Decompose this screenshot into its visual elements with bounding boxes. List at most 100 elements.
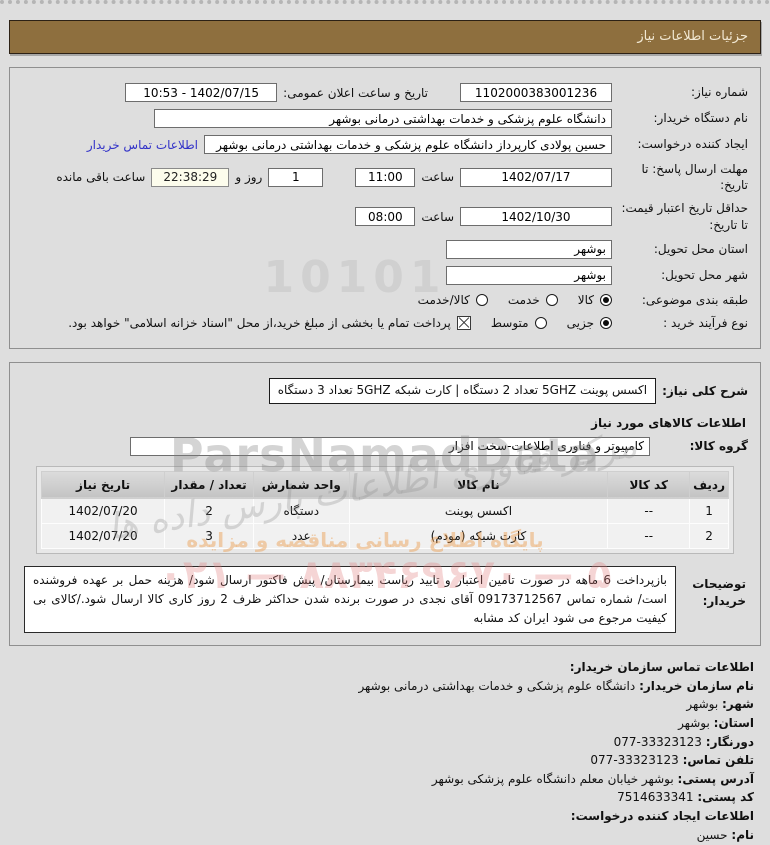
- required-items-heading: اطلاعات کالاهای مورد نیاز: [591, 415, 746, 430]
- cell-goods-code: --: [607, 522, 691, 549]
- contact-line: کد پستی: 7514633341: [16, 788, 754, 807]
- contact-value: 7514633341: [617, 790, 694, 805]
- process-partial-label: جزیی: [566, 316, 594, 331]
- items-table-header-row: ردیف کد کالا نام کالا واحد شمارش تعداد /…: [40, 470, 729, 499]
- general-description-label: شرح کلی نیاز:: [662, 383, 748, 398]
- contact-line: دورنگار: 33323123-077: [16, 733, 754, 752]
- table-row: 1 -- اکسس پوینت دستگاه 2 1402/07/20: [40, 497, 729, 524]
- table-row: 2 -- کارت شبکه (مودم) عدد 3 1402/07/20: [40, 522, 729, 549]
- announce-label: تاریخ و ساعت اعلان عمومی:: [283, 85, 428, 100]
- cell-goods-name: اکسس پوینت: [348, 497, 609, 524]
- contact-label: شهر:: [722, 697, 754, 712]
- need-number-label: شماره نیاز:: [691, 85, 748, 100]
- process-partial-radio[interactable]: [600, 317, 612, 330]
- contact-label: تلفن تماس:: [682, 753, 754, 768]
- goods-group-row: گروه کالا:: [22, 436, 748, 456]
- remaining-time-counter: 22:38:29: [151, 167, 230, 187]
- cell-goods-name: کارت شبکه (مودم): [348, 522, 609, 549]
- cell-count-unit: دستگاه: [252, 497, 350, 524]
- contact-line: نام: حسین: [16, 826, 754, 845]
- deadline-date-input[interactable]: [460, 167, 612, 187]
- request-info-panel: شماره نیاز: تاریخ و ساعت اعلان عمومی: نا…: [9, 67, 761, 350]
- delivery-city-row: شهر محل تحویل:: [22, 265, 748, 285]
- delivery-province-row: استان محل تحویل:: [22, 239, 748, 259]
- delivery-province-input[interactable]: [446, 239, 612, 259]
- delivery-province-label: استان محل تحویل:: [653, 242, 748, 257]
- buyer-org-input[interactable]: [154, 109, 612, 128]
- price-validity-hour-input[interactable]: [355, 207, 416, 227]
- process-medium-label: متوسط: [490, 316, 529, 331]
- price-validity-date-input[interactable]: [460, 207, 612, 227]
- delivery-city-input[interactable]: [446, 265, 612, 285]
- classification-goods-radio[interactable]: [600, 293, 612, 306]
- purchase-process-label: نوع فرآیند خرید :: [663, 315, 748, 330]
- contact-value: 33323123-077: [590, 753, 679, 768]
- response-deadline-row: مهلت ارسال پاسخ: تا تاریخ: ساعت روز و 22…: [22, 161, 748, 193]
- items-table: ردیف کد کالا نام کالا واحد شمارش تعداد /…: [40, 470, 729, 549]
- contact-label: آدرس پستی:: [677, 771, 754, 786]
- page-title: جزئیات اطلاعات نیاز: [9, 20, 761, 54]
- remaining-days-label: روز و: [235, 170, 263, 185]
- col-row-number: ردیف: [689, 470, 729, 499]
- buyer-contact-link[interactable]: اطلاعات تماس خریدار: [86, 137, 198, 152]
- classification-service-radio[interactable]: [545, 293, 558, 306]
- goods-group-input[interactable]: [130, 436, 650, 456]
- contact-line: استان: بوشهر: [16, 714, 754, 733]
- process-medium-radio[interactable]: [534, 317, 547, 330]
- contact-label: نام:: [731, 827, 754, 842]
- cell-quantity: 2: [164, 497, 254, 524]
- goods-group-label: گروه کالا:: [689, 439, 748, 454]
- col-quantity: تعداد / مقدار: [164, 470, 254, 499]
- contact-label: دورنگار:: [705, 734, 754, 749]
- contact-label: کد پستی:: [697, 790, 754, 805]
- cell-goods-code: --: [607, 497, 691, 524]
- cell-row-number: 2: [689, 522, 729, 549]
- announce-datetime-input[interactable]: [125, 83, 278, 102]
- purchase-process-row: نوع فرآیند خرید : جزیی متوسط پرداخت تمام…: [22, 315, 748, 331]
- general-description-value: اکسس پوینت 5GHZ تعداد 2 دستگاه | کارت شب…: [268, 378, 657, 404]
- request-creator-row: ایجاد کننده درخواست: اطلاعات تماس خریدار: [22, 135, 748, 154]
- price-validity-label: حداقل تاریخ اعتبار قیمت: تا تاریخ:: [621, 201, 748, 232]
- classification-goods-label: کالا: [577, 292, 594, 307]
- need-number-row: شماره نیاز: تاریخ و ساعت اعلان عمومی:: [22, 83, 748, 102]
- classification-goods-service-label: کالا/خدمت: [417, 292, 470, 307]
- creator-contact-heading: اطلاعات ایجاد کننده درخواست:: [570, 809, 754, 824]
- contact-value: 33323123-077: [613, 734, 702, 749]
- org-contact-heading: اطلاعات تماس سازمان خریدار:: [569, 660, 754, 675]
- buyer-notes-row: توضیحات خریدار: بازپرداخت 6 ماهه در صورت…: [24, 565, 746, 634]
- treasury-payment-checkbox[interactable]: [456, 316, 471, 331]
- need-number-input[interactable]: [460, 83, 612, 102]
- subject-classification-row: طبقه بندی موضوعی: کالا خدمت کالا/خدمت: [22, 292, 748, 308]
- contact-value: دانشگاه علوم پزشکی و خدمات بهداشتی درمان…: [358, 678, 636, 693]
- cell-need-date: 1402/07/20: [40, 522, 166, 549]
- col-count-unit: واحد شمارش: [252, 470, 350, 499]
- contact-line: نام سازمان خریدار: دانشگاه علوم پزشکی و …: [16, 677, 754, 696]
- cell-row-number: 1: [689, 497, 729, 524]
- contact-label: استان:: [713, 716, 754, 731]
- contact-line: تلفن تماس: 33323123-077: [16, 751, 754, 770]
- buyer-notes-label: توضیحات خریدار:: [692, 576, 746, 608]
- request-creator-input[interactable]: [204, 135, 612, 154]
- need-items-panel: شرح کلی نیاز: اکسس پوینت 5GHZ تعداد 2 دس…: [9, 362, 761, 647]
- buyer-org-label: نام دستگاه خریدار:: [653, 111, 749, 126]
- contact-value: حسین: [696, 827, 728, 842]
- buyer-org-row: نام دستگاه خریدار:: [22, 109, 748, 128]
- deadline-hour-input[interactable]: [355, 167, 416, 187]
- classification-goods-service-radio[interactable]: [475, 293, 488, 306]
- delivery-city-label: شهر محل تحویل:: [661, 268, 748, 283]
- contact-value: بوشهر: [686, 697, 719, 712]
- contact-label: نام سازمان خریدار:: [639, 678, 754, 693]
- price-validity-row: حداقل تاریخ اعتبار قیمت: تا تاریخ: ساعت: [22, 200, 748, 232]
- col-goods-code: کد کالا: [607, 470, 691, 499]
- cell-quantity: 3: [164, 522, 254, 549]
- remaining-days-input[interactable]: [268, 167, 324, 187]
- cell-need-date: 1402/07/20: [40, 497, 166, 524]
- price-validity-hour-label: ساعت: [421, 209, 454, 224]
- request-creator-label: ایجاد کننده درخواست:: [637, 137, 748, 152]
- cell-count-unit: عدد: [252, 522, 350, 549]
- contact-line: شهر: بوشهر: [16, 695, 754, 714]
- contact-value: بوشهر: [678, 716, 710, 731]
- general-description-row: شرح کلی نیاز: اکسس پوینت 5GHZ تعداد 2 دس…: [22, 378, 748, 404]
- buyer-notes-text: بازپرداخت 6 ماهه در صورت تامین اعتبار و …: [24, 565, 676, 634]
